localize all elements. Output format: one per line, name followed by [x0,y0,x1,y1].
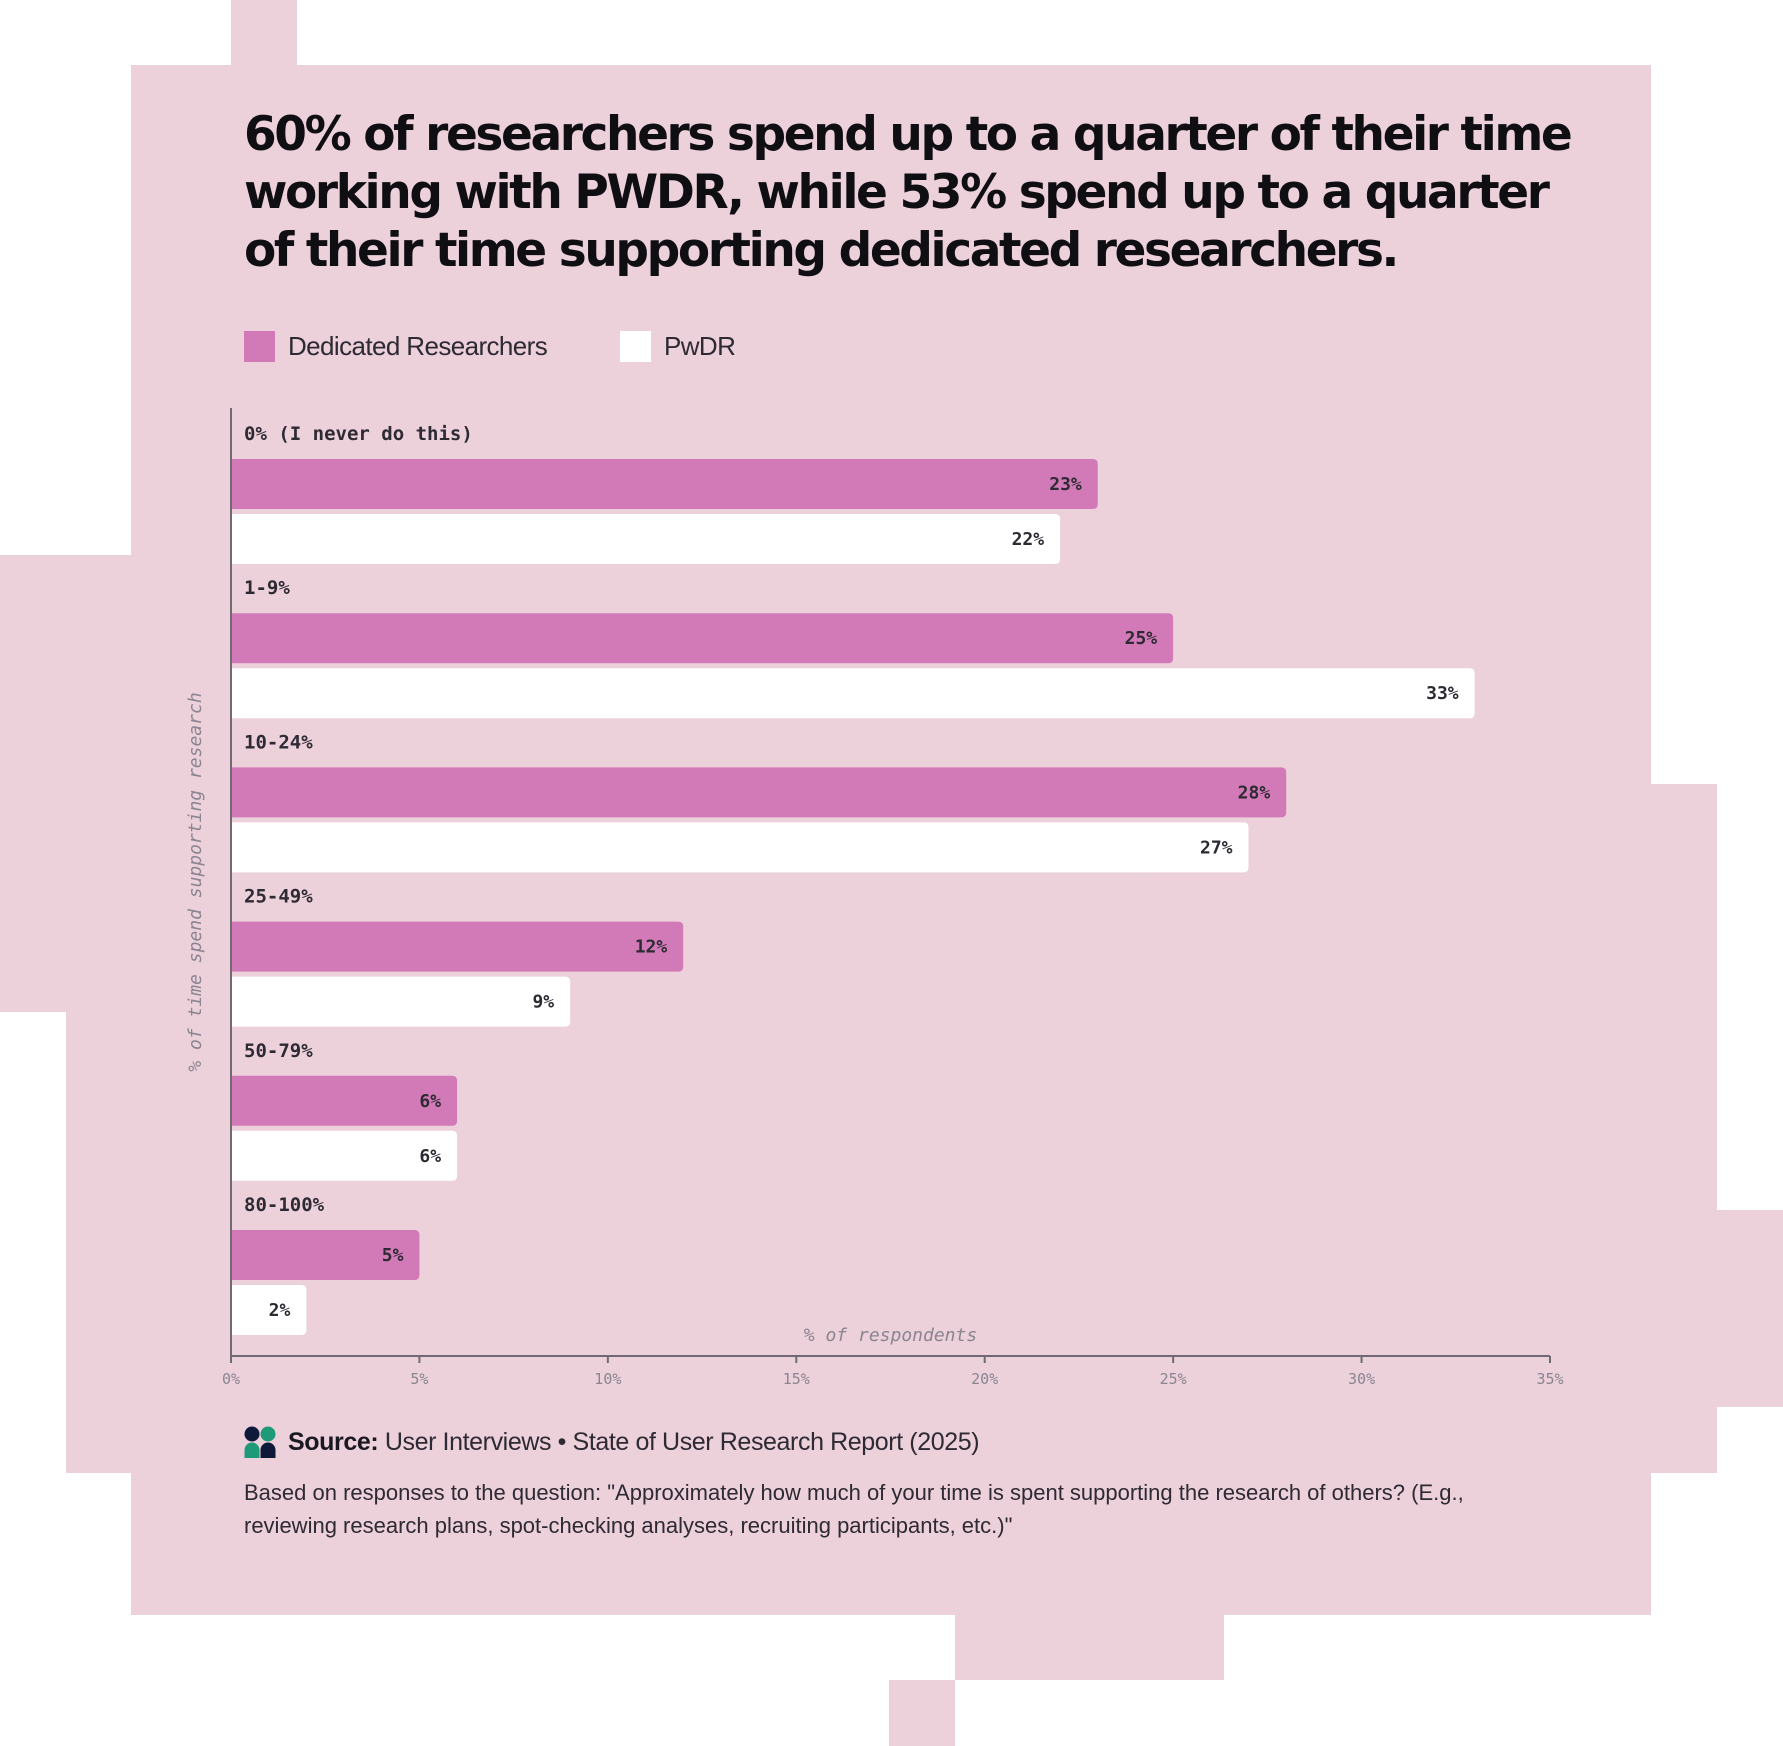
background-shape [1717,1210,1783,1407]
background-shape [231,0,297,65]
x-axis-title: % of respondents [804,1325,977,1346]
bar-value-label: 22% [1012,529,1045,550]
bar [231,767,1287,818]
bar [231,459,1098,509]
bar [231,1230,420,1280]
background-shape [889,1680,955,1746]
background-shape [1651,784,1717,1473]
x-tick-label: 30% [1348,1370,1375,1388]
chart-title: 60% of researchers spend up to a quarter… [244,107,1573,278]
legend-label: Dedicated Researchers [288,330,548,361]
category-label: 10-24% [244,731,313,753]
category-label: 50-79% [244,1040,313,1062]
source-line: Source: User Interviews • State of User … [244,1425,980,1459]
bar-value-label: 23% [1049,474,1082,495]
bar [231,1285,307,1335]
source-text: User Interviews • State of User Research… [384,1427,980,1456]
bar-value-label: 6% [419,1091,441,1112]
bar [231,976,571,1027]
source-logo-icon [244,1426,276,1458]
background-shape [955,1615,1224,1680]
category-label: 25-49% [244,886,313,908]
bar [231,668,1475,719]
category-label: 80-100% [244,1194,325,1216]
category-label: 0% (I never do this) [244,423,473,445]
bar-value-label: 12% [635,937,668,958]
bar-value-label: 33% [1426,683,1459,704]
bar-value-label: 27% [1200,837,1233,858]
bar [231,822,1249,873]
footnote: Based on responses to the question: "App… [244,1480,1464,1538]
x-tick-label: 10% [594,1370,621,1388]
legend-swatch [620,330,651,362]
y-axis-title: % of time spend supporting research [185,692,206,1071]
bar [231,1130,458,1181]
bar-value-label: 5% [382,1245,404,1266]
x-tick-label: 15% [783,1370,810,1388]
bar [231,921,684,972]
x-tick-label: 5% [410,1370,428,1388]
bar [231,514,1061,564]
legend-item-pwdr: PwDR [620,330,736,362]
background-shape [0,555,131,1012]
bar-value-label: 2% [269,1300,291,1321]
bar [231,613,1174,664]
bar-value-label: 6% [419,1146,441,1167]
x-tick-label: 20% [971,1370,998,1388]
bar-value-label: 9% [532,992,554,1013]
legend-item-dedicated: Dedicated Researchers [244,330,548,362]
category-label: 1-9% [244,577,290,599]
bar-value-label: 28% [1238,782,1271,803]
x-tick-label: 35% [1536,1370,1563,1388]
source-label: Source: [288,1427,379,1456]
x-tick-label: 25% [1160,1370,1187,1388]
bar-value-label: 25% [1125,628,1158,649]
legend-label: PwDR [664,330,736,361]
background-shape [66,1012,131,1473]
x-tick-label: 0% [222,1370,240,1388]
legend-swatch [244,330,275,362]
bar [231,1075,458,1126]
